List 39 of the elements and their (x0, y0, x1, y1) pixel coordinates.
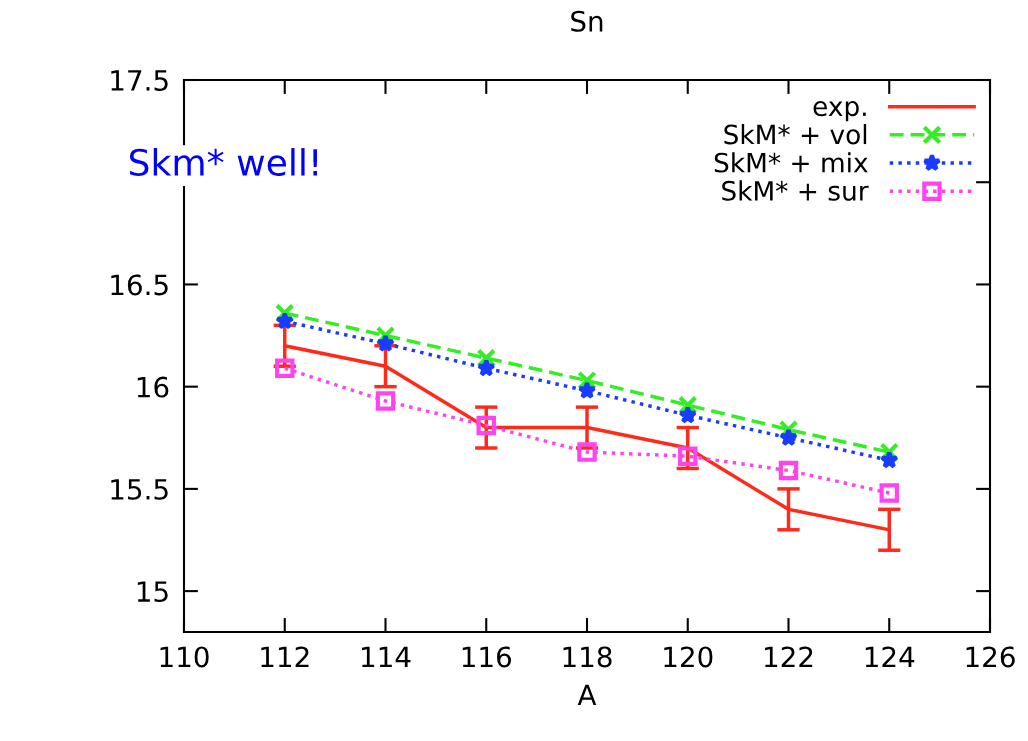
x-tick-label: 112 (261, 646, 309, 667)
point (577, 381, 597, 400)
x-tick-label: 126 (966, 646, 1015, 668)
point (678, 446, 698, 466)
point (678, 395, 698, 415)
x-tick-label: 118 (563, 646, 612, 668)
legend-label: SkM* + mix (714, 152, 868, 173)
chart-title: Sn (571, 10, 603, 32)
point (476, 415, 496, 436)
x-tick-label: 110 (160, 646, 209, 668)
y-tick-label: 16 (137, 376, 169, 398)
legend-label: exp. (813, 101, 866, 122)
x-tick-label: 120 (664, 646, 713, 668)
point (476, 358, 496, 377)
point (879, 483, 899, 503)
legend-label: SkM* + sur (722, 180, 869, 201)
point (879, 442, 899, 462)
x-tick-label: 116 (462, 646, 512, 668)
point (577, 442, 597, 462)
x-tick-label: 122 (765, 646, 813, 667)
point (778, 460, 799, 481)
legend-label: SkM* + vol (724, 124, 867, 145)
y-tick-label: 15.5 (111, 479, 168, 500)
point (879, 450, 899, 469)
point (375, 391, 396, 411)
point (275, 311, 295, 330)
y-tick-label: 15 (137, 581, 168, 603)
y-tick-label: 17.5 (111, 70, 168, 91)
x-tick-label: 124 (865, 646, 915, 667)
point (275, 303, 295, 323)
point (376, 334, 395, 352)
x-axis-title: A (577, 684, 597, 705)
point (476, 348, 496, 368)
y-tick-label: 16.5 (111, 274, 168, 296)
point (779, 428, 798, 447)
annotation: Skm* well! (129, 148, 317, 177)
point (678, 405, 698, 424)
point (275, 358, 295, 378)
x-tick-label: 114 (362, 646, 411, 667)
